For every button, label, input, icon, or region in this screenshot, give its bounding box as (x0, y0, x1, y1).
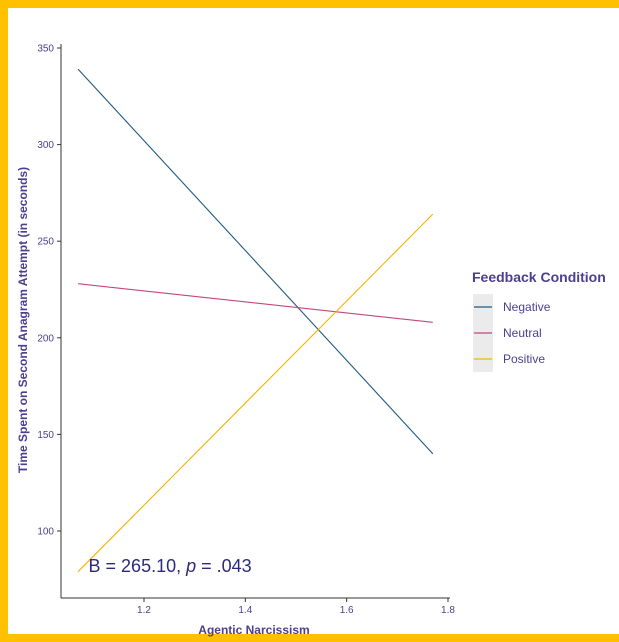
y-tick-label: 250 (37, 237, 54, 248)
series-line-neutral (78, 283, 433, 323)
legend-title: Feedback Condition (472, 269, 606, 285)
legend-label-neutral: Neutral (503, 326, 542, 340)
series-line-negative (77, 68, 434, 455)
x-tick-label: 1.6 (340, 605, 354, 616)
series-line-positive (77, 213, 434, 572)
y-tick-label: 350 (37, 44, 54, 55)
y-tick-label: 150 (37, 430, 54, 441)
legend-label-positive: Positive (503, 352, 545, 366)
y-axis-title: Time Spent on Second Anagram Attempt (in… (16, 167, 30, 473)
x-tick-label: 1.2 (137, 605, 151, 616)
x-axis-title: Agentic Narcissism (198, 623, 309, 637)
y-tick-label: 200 (37, 333, 54, 344)
x-tick-label: 1.8 (441, 605, 455, 616)
annotation-text: B = 265.10, p = .043 (89, 556, 252, 576)
legend-label-negative: Negative (503, 300, 551, 314)
y-tick-label: 300 (37, 140, 54, 151)
y-tick-label: 100 (37, 527, 54, 538)
x-tick-label: 1.4 (238, 605, 252, 616)
